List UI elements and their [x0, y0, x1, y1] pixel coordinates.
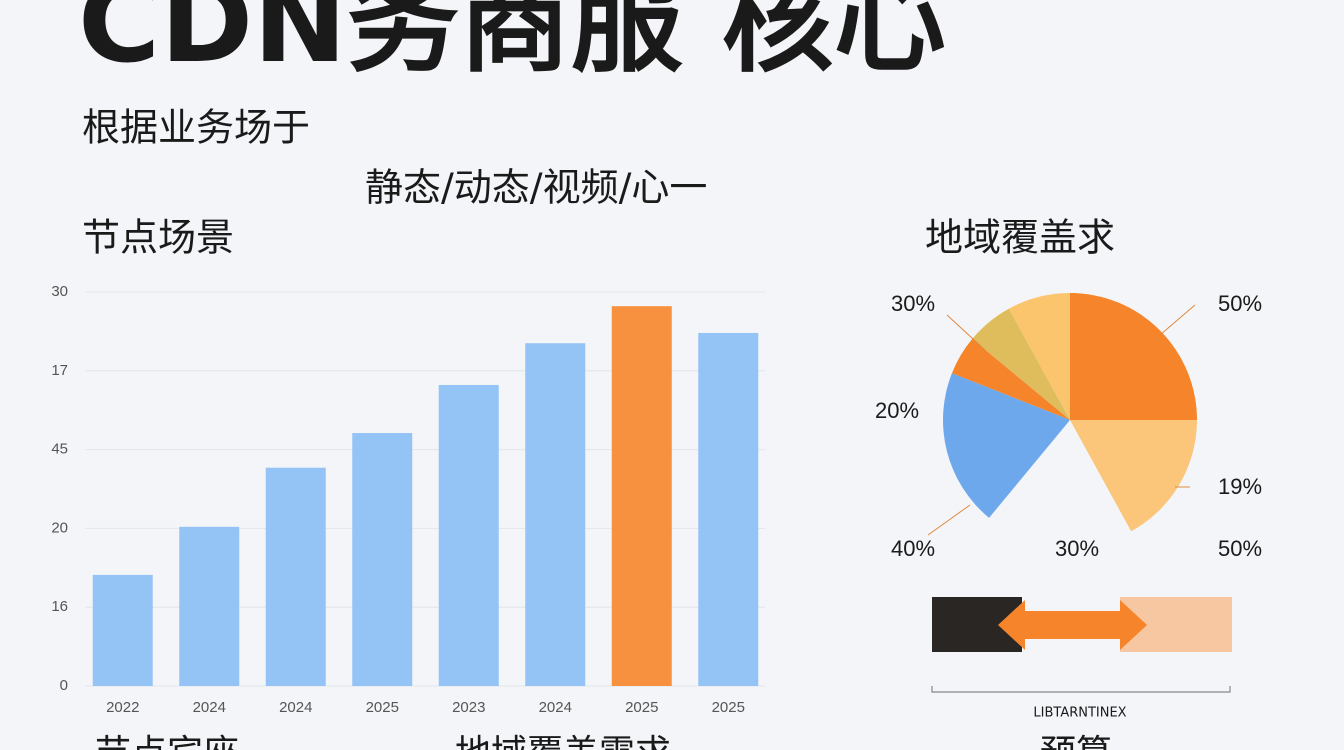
leader-line [946, 314, 986, 351]
arrow-graphic [931, 597, 1232, 693]
main-title: CDN务商服 核心 [78, 0, 946, 88]
bar [611, 306, 672, 686]
bottom-heading: 预算 [1040, 733, 1112, 750]
pie-label: 50% [1218, 536, 1262, 561]
subtitle-2: 静态/动态/视频/心一 [365, 166, 707, 210]
pie-label: 30% [891, 291, 935, 316]
subtitle: 根据业务场于 [82, 106, 310, 150]
pie-label: 19% [1218, 474, 1262, 499]
pie-label: 30% [1055, 536, 1099, 561]
pie-label: 40% [891, 536, 935, 561]
x-tick-label: 2024 [193, 699, 226, 716]
pie-slice [972, 308, 1070, 420]
x-tick-label: 2025 [625, 699, 658, 716]
x-tick-label: 2025 [366, 699, 399, 716]
pie-slice [1008, 293, 1070, 420]
pie-slice [951, 339, 1070, 420]
x-tick-label: 2024 [279, 699, 312, 716]
pie-title: 地域覆盖求 [925, 216, 1115, 260]
bar [438, 384, 499, 686]
bottom-heading: 地域覆盖需求 [455, 733, 671, 750]
y-tick-label: 17 [51, 362, 68, 379]
pie-slice [943, 373, 1070, 518]
bar [179, 526, 240, 686]
pie-slice [1070, 293, 1197, 420]
x-tick-label: 2022 [106, 699, 139, 716]
y-tick-label: 16 [51, 598, 68, 615]
bottom-heading: 节点宾座 [95, 733, 239, 750]
y-tick-label: 45 [51, 441, 68, 458]
bar [265, 467, 326, 686]
bar [525, 343, 586, 686]
bar-title: 节点场景 [82, 216, 234, 260]
x-tick-label: 2023 [452, 699, 485, 716]
pie-label: 20% [875, 398, 919, 423]
y-tick-label: 0 [60, 677, 68, 694]
leader-line [927, 504, 971, 536]
bar [698, 332, 759, 686]
y-tick-label: 30 [51, 283, 68, 300]
leader-line [1159, 304, 1196, 336]
bar [92, 574, 153, 686]
double-arrow [998, 600, 1147, 650]
bar [352, 433, 413, 686]
x-tick-label: 2025 [712, 699, 745, 716]
x-tick-label: 2024 [539, 699, 572, 716]
pie-slice [1070, 420, 1197, 532]
legend-label: LIBTARNTINEX [1033, 706, 1126, 721]
y-tick-label: 20 [51, 519, 68, 536]
pie-label: 50% [1218, 291, 1262, 316]
bracket [931, 686, 1231, 693]
